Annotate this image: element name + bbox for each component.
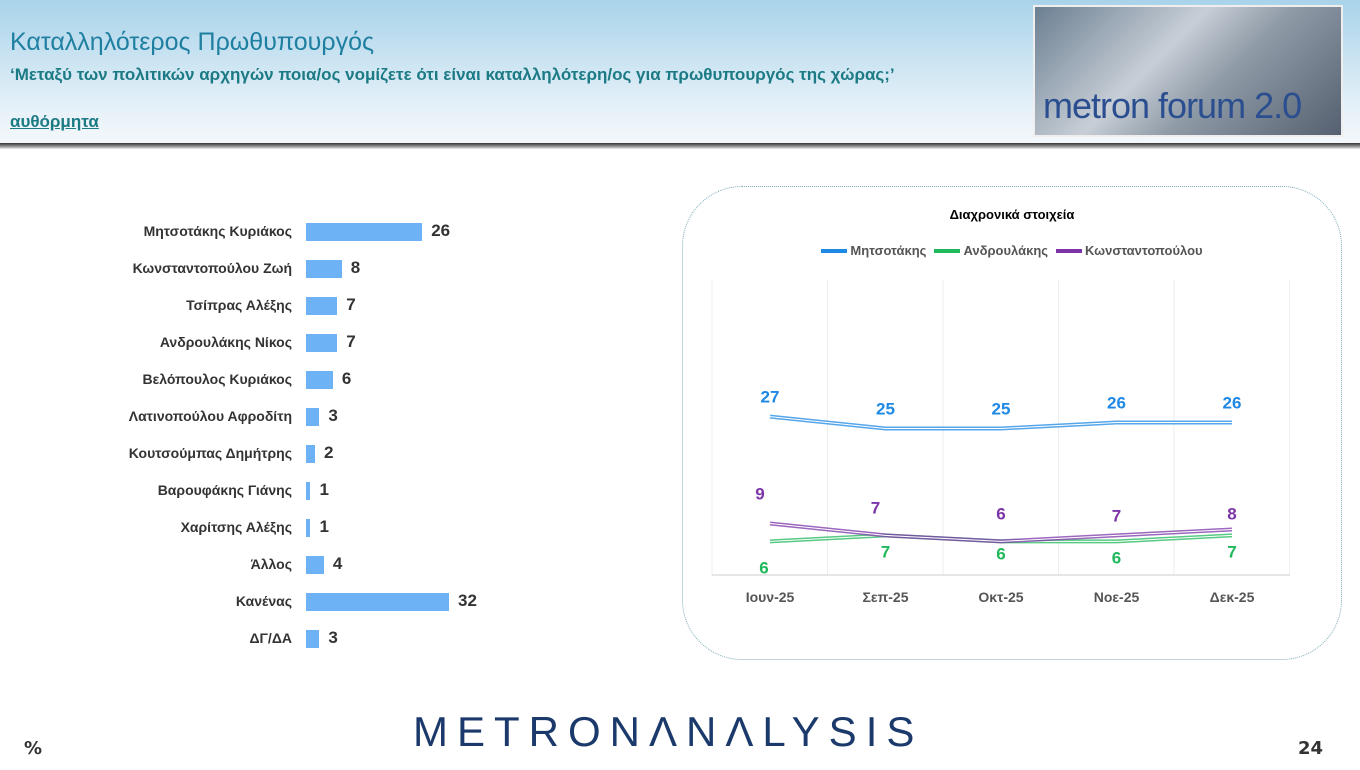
bar-value-label: 4 [332,554,343,573]
unit-label: % [24,738,43,759]
bar [306,630,320,648]
x-tick-label: Οκτ-25 [978,589,1023,605]
data-label: 26 [1107,394,1126,413]
series-line-highlight [769,416,1232,429]
bar-label: Βαρουφάκης Γιάνης [157,482,292,498]
metron-forum-logo: metron forum 2.0 [1033,5,1343,137]
metron-analysis-logo: METRONΛNΛLYSIS [413,708,924,755]
bar-label: Λατινοπούλου Αφροδίτη [128,408,292,424]
bar [306,260,342,278]
legend-swatch [1056,248,1083,253]
bar-value-label: 8 [350,258,361,277]
spontaneous-note: αυθόρμητα [10,112,99,131]
bar-label: Ανδρουλάκης Νίκος [159,334,292,350]
data-label: 7 [881,542,890,561]
legend-item: Ανδρουλάκης [934,243,1048,258]
data-label: 26 [1223,394,1242,413]
header-divider [0,143,1360,149]
bar-value-label: 26 [431,221,451,240]
x-tick-label: Δεκ-25 [1210,589,1255,605]
data-label: 27 [761,388,780,407]
bar [306,334,338,352]
legend-item: Μητσοτάκης [821,243,926,258]
chart-legend: Μητσοτάκης Ανδρουλάκης Κωνσταντοπούλου [683,243,1341,258]
bar [306,297,338,315]
bar-label: Κουτσούμπας Δημήτρης [128,445,292,461]
logo-text: metron forum 2.0 [1043,85,1302,126]
data-label: 6 [996,504,1005,523]
bar-label: Άλλος [250,556,292,572]
data-label: 6 [759,558,768,577]
data-label: 8 [1227,504,1236,523]
bar-label: Κανένας [235,593,292,609]
data-label: 7 [1112,506,1121,525]
bar-label: Τσίπρας Αλέξης [186,297,292,313]
data-label: 9 [755,485,764,504]
bar-value-label: 1 [319,480,329,499]
data-label: 25 [992,400,1011,419]
page-title: Καταλληλότερος Πρωθυπουργός [10,28,375,56]
bar [306,223,423,241]
data-label: 7 [871,498,880,517]
page-number: 24 [1298,738,1324,759]
bar-label: Κωνσταντοπούλου Ζωή [132,260,292,276]
trend-chart-panel: Διαχρονικά στοιχεία Μητσοτάκης Ανδρουλάκη… [682,186,1342,660]
x-tick-label: Ιουν-25 [746,589,795,605]
bar-label: Βελόπουλος Κυριάκος [142,371,293,387]
legend-swatch [821,248,848,253]
legend-swatch [934,248,961,253]
data-label: 25 [876,400,895,419]
bar [306,519,311,537]
bar [306,482,311,500]
legend-label: Ανδρουλάκης [963,243,1049,258]
bar [306,593,450,611]
bar [306,371,333,389]
bar [306,556,324,574]
legend-label: Μητσοτάκης [850,243,927,258]
data-label: 7 [1227,542,1236,561]
data-label: 6 [1112,548,1121,567]
bar [306,445,315,463]
bar-value-label: 6 [341,369,352,388]
bar [306,408,320,426]
survey-question: ‘Μεταξύ των πολιτικών αρχηγών ποια/ος νο… [10,65,895,84]
bar-label: Χαρίτσης Αλέξης [180,519,292,535]
bar-value-label: 2 [323,443,334,462]
series-line-highlight [769,523,1233,542]
bar-value-label: 32 [458,591,477,610]
data-label: 6 [996,544,1005,563]
legend-item: Κωνσταντοπούλου [1056,243,1203,258]
legend-label: Κωνσταντοπούλου [1085,243,1203,258]
bar-label: Μητσοτάκης Κυριάκος [143,223,292,239]
bar-value-label: 3 [328,406,338,425]
x-tick-label: Νοε-25 [1094,589,1140,605]
bar-label: ΔΓ/ΔΑ [249,630,292,646]
bar-value-label: 3 [328,628,338,647]
bar-value-label: 7 [346,295,356,314]
bar-value-label: 1 [319,517,329,536]
trend-chart-title: Διαχρονικά στοιχεία [949,207,1075,222]
bar-value-label: 7 [346,332,356,351]
x-tick-label: Σεπ-25 [863,589,909,605]
